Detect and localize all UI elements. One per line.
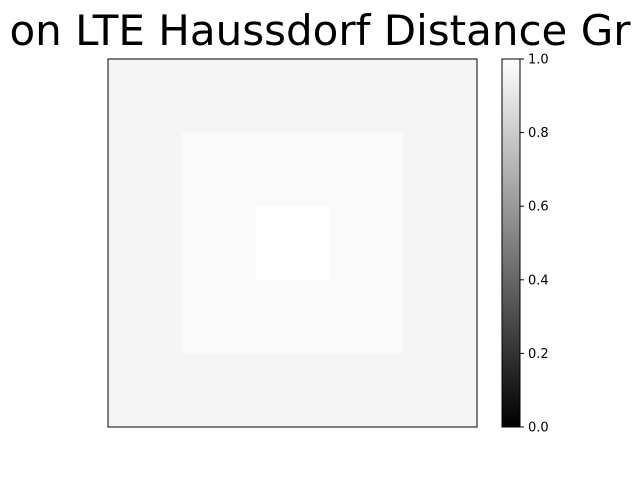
heatmap-cell	[255, 279, 330, 354]
heatmap-cell	[403, 279, 478, 354]
heatmap-cell	[255, 206, 330, 281]
heatmap-cell	[181, 59, 257, 134]
heatmap-cell	[403, 132, 478, 207]
colorbar	[501, 58, 521, 428]
colorbar-tick-label: 0.2	[528, 347, 549, 362]
heatmap-cell	[403, 206, 478, 281]
heatmap-cell	[255, 132, 330, 207]
heatmap-cell	[108, 353, 183, 428]
heatmap-cell	[255, 59, 330, 134]
heatmap-cell	[181, 132, 257, 207]
heatmap-cells	[108, 59, 478, 428]
plot-frame	[107, 58, 478, 428]
heatmap-cell	[181, 206, 257, 281]
heatmap-cell	[255, 353, 330, 428]
heatmap-cell	[108, 206, 183, 281]
heatmap-cell	[108, 59, 183, 134]
colorbar-tick-label: 0.4	[528, 273, 549, 288]
heatmap-cell	[181, 353, 257, 428]
heatmap-cell	[329, 353, 404, 428]
heatmap-cell	[108, 132, 183, 207]
heatmap-cell	[329, 279, 404, 354]
colorbar-ticks: 0.0 0.2 0.4 0.6 0.8 1.0	[520, 53, 549, 436]
colorbar-tick-label: 0.6	[528, 200, 549, 215]
heatmap-cell	[108, 279, 183, 354]
colorbar-tick-label: 1.0	[528, 53, 549, 68]
heatmap-cell	[329, 132, 404, 207]
heatmap-cell	[403, 59, 478, 134]
heatmap-cell	[329, 59, 404, 134]
chart-title: on LTE Haussdorf Distance Gr	[9, 6, 631, 55]
colorbar-tick-label: 0.0	[528, 421, 549, 436]
colorbar-tick-label: 0.8	[528, 126, 549, 141]
heatmap-cell	[181, 279, 257, 354]
heatmap-cell	[329, 206, 404, 281]
heatmap-cell	[403, 353, 478, 428]
